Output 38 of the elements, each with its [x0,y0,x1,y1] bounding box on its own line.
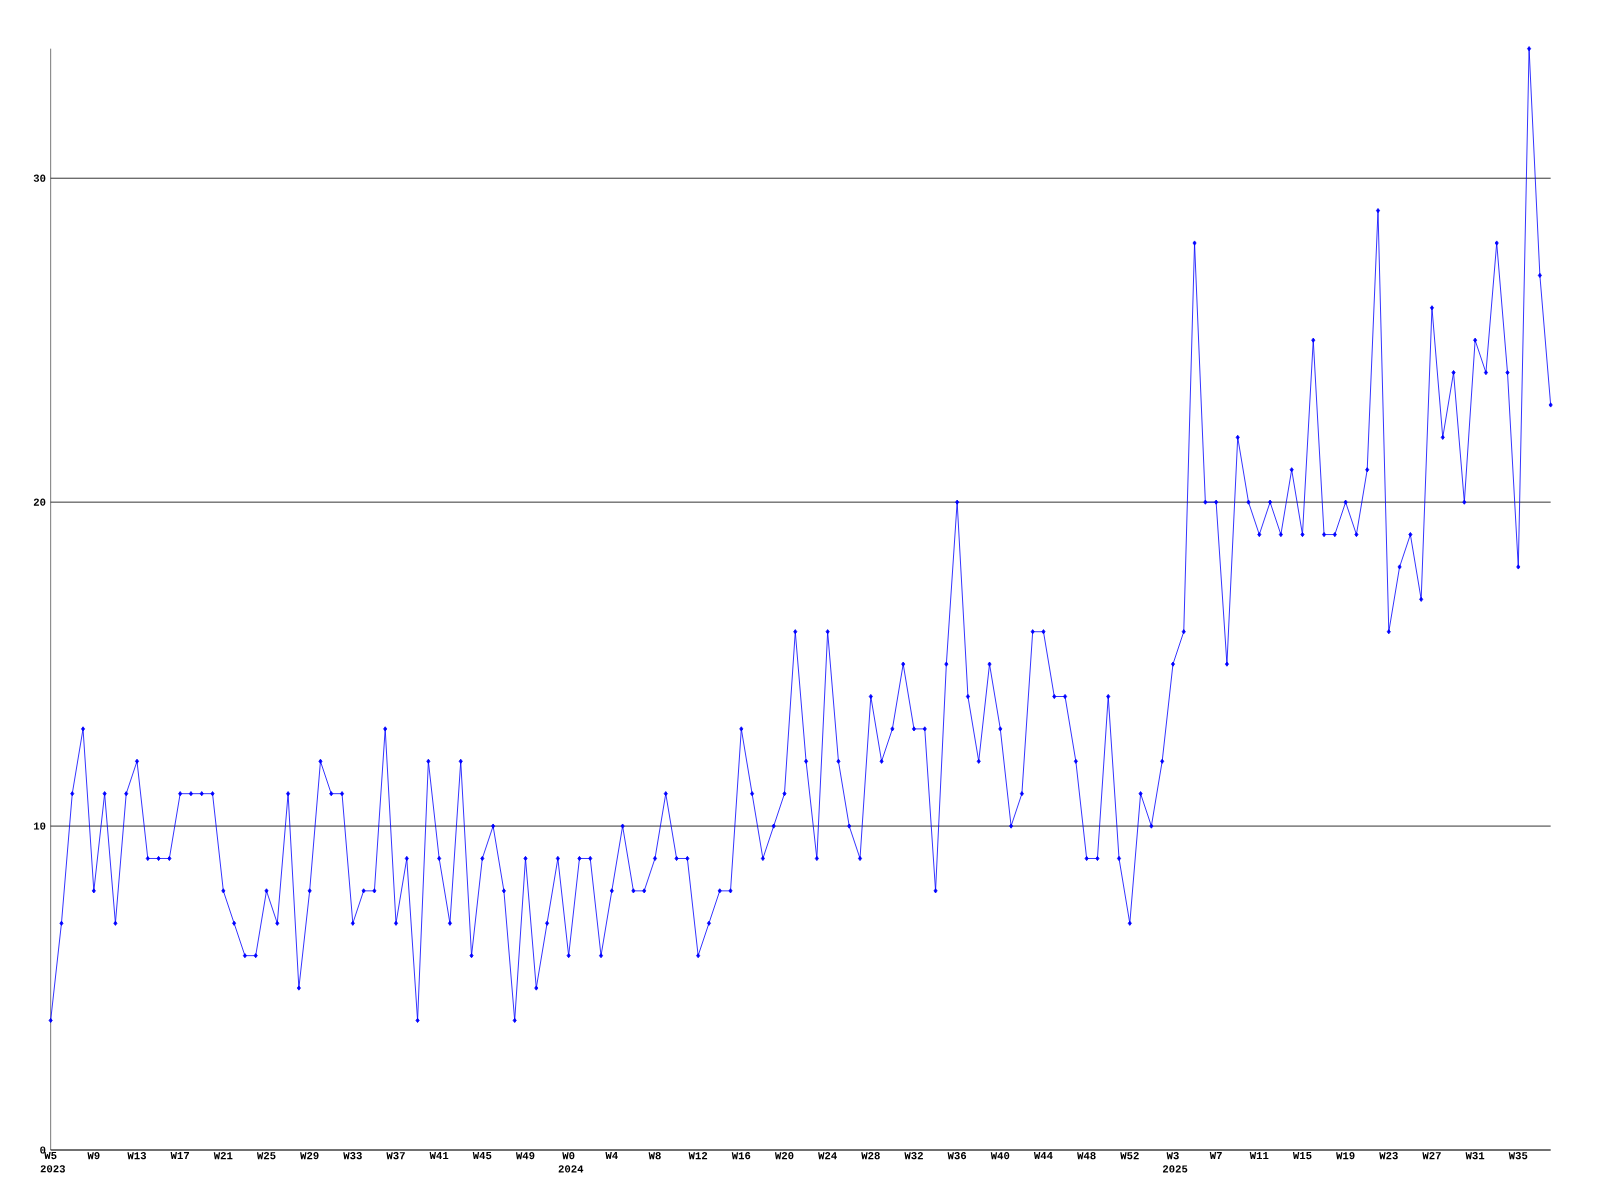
x-tick-label: W15 [1292,1152,1312,1160]
x-tick-label: W45 [472,1152,492,1160]
x-tick-label: W29 [300,1152,319,1160]
y-tick-label: 0 [40,1146,46,1154]
x-tick-label: W33 [343,1152,362,1160]
x-tick-label: W24 [818,1152,837,1160]
x-tick-label: W8 [648,1152,661,1160]
x-tick-label: W35 [1508,1152,1528,1160]
y-tick-label: 30 [33,174,46,182]
x-tick-label: W32 [904,1152,923,1160]
x-tick-label: W9 [87,1152,100,1160]
x-tick-label: W19 [1336,1152,1355,1160]
x-tick-label: W13 [127,1152,147,1160]
x-tick-label: W36 [947,1152,967,1160]
x-tick-label: W4 [605,1152,618,1160]
x-tick-label: W41 [429,1152,449,1160]
x-tick-label: W28 [861,1152,880,1160]
x-tick-label: W49 [515,1152,535,1160]
x-tick-label: W44 [1033,1152,1053,1160]
x-tick-label: W16 [731,1152,751,1160]
x-tick-label: W0 2024 [558,1152,584,1173]
x-tick-label: W23 [1379,1152,1398,1160]
x-tick-label: W7 [1209,1152,1222,1160]
x-tick-label: W20 [774,1152,794,1160]
x-tick-label: W17 [170,1152,190,1160]
x-tick-label: W31 [1465,1152,1485,1160]
x-tick-label: W40 [990,1152,1010,1160]
x-tick-label: W25 [256,1152,276,1160]
x-tick-label: W11 [1249,1152,1269,1160]
x-tick-label: W37 [386,1152,405,1160]
x-tick-label: W27 [1422,1152,1441,1160]
x-tick-label: W12 [688,1152,708,1160]
x-tick-label: W52 [1120,1152,1139,1160]
x-tick-label: W21 [213,1152,233,1160]
y-tick-label: 20 [33,498,46,506]
x-tick-label: W48 [1077,1152,1096,1160]
x-tick-label: W3 2025 [1162,1152,1188,1173]
y-tick-label: 10 [33,822,46,830]
